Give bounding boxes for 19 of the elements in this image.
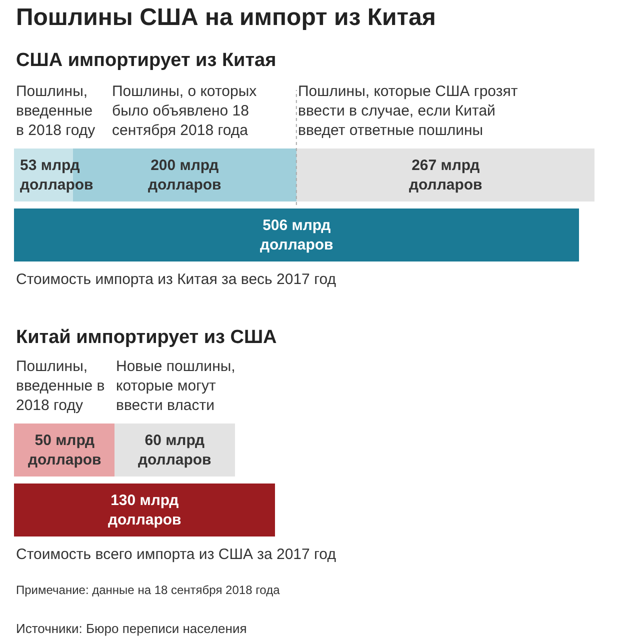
chart-title: Пошлины США на импорт из Китая [16, 4, 436, 31]
text: Источники: Бюро переписи населения [16, 621, 247, 636]
text: Пошлины, которые США грозят ввести в случае, если Китай введет ответные пошлины [298, 83, 518, 139]
text: Примечание: данные на 18 сентября 2018 года [16, 583, 280, 597]
data-label: 50 млрд долларов [28, 432, 102, 468]
text: Пошлины, о которых было объявлено 18 сентября 2018 года [112, 83, 258, 139]
data-label: 200 млрд долларов [148, 157, 222, 194]
text: Пошлины, введенные в 2018 году [16, 358, 105, 414]
text: Пошлины, введенные в 2018 году [16, 83, 96, 139]
data-label: 267 млрд долларов [409, 157, 482, 194]
chart-title: Китай импортирует из США [16, 327, 278, 348]
data-label: 60 млрд долларов [138, 432, 212, 468]
data-label: 130 млрд долларов [108, 492, 182, 528]
text: Стоимость всего импорта из США за 2017 год [16, 546, 336, 563]
text: Новые пошлины, которые могут ввести власти [116, 358, 236, 414]
text: Стоимость импорта из Китая за весь 2017 год [16, 271, 336, 288]
chart-subtitle: США импортирует из Китая [16, 50, 276, 71]
data-label: 506 млрд долларов [260, 217, 334, 254]
data-label: 53 млрд долларов [20, 157, 94, 194]
